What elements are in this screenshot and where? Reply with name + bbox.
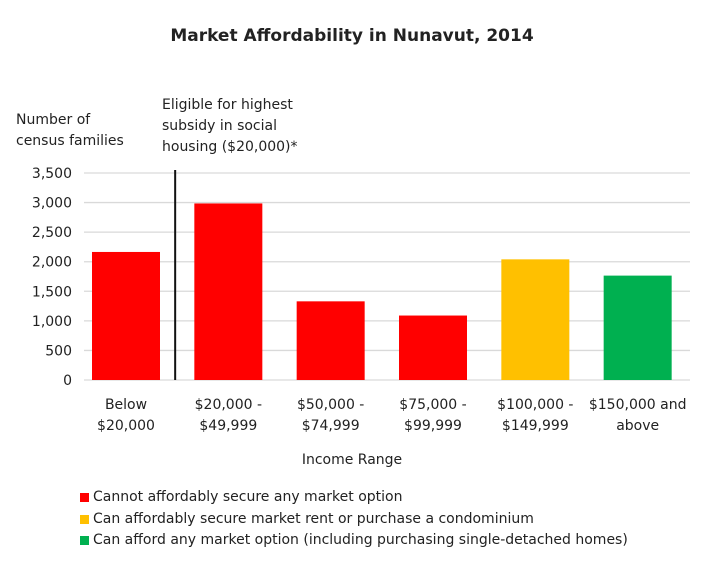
legend: Cannot affordably secure any market opti… <box>80 487 628 552</box>
legend-item-rent-or-condo: Can affordably secure market rent or pur… <box>80 509 628 531</box>
legend-swatch-yellow <box>80 514 89 524</box>
x-tick-label: $74,999 <box>302 418 360 434</box>
y-tick-label: 2,000 <box>32 255 72 271</box>
legend-item-cannot-afford: Cannot affordably secure any market opti… <box>80 487 628 509</box>
x-tick-label: $50,000 - <box>297 397 364 413</box>
y-tick-label: 3,500 <box>32 166 72 182</box>
bar <box>92 251 160 380</box>
bar <box>501 259 570 380</box>
annotation-line: housing ($20,000)* <box>162 139 298 155</box>
x-tick-label: $75,000 - <box>399 397 466 413</box>
chart-title: Market Affordability in Nunavut, 2014 <box>170 26 534 46</box>
x-tick-label: $49,999 <box>199 418 257 434</box>
y-tick-label: 0 <box>63 373 72 389</box>
x-tick-label: above <box>616 418 659 434</box>
x-axis-title: Income Range <box>301 452 403 468</box>
subsidy-annotation: Eligible for highest subsidy in social h… <box>162 95 332 158</box>
x-tick-label: Below <box>105 397 147 413</box>
y-axis-label-line-1: Number of <box>16 112 91 128</box>
legend-label: Can affordably secure market rent or pur… <box>93 510 534 527</box>
annotation-line: subsidy in social <box>162 118 277 134</box>
legend-swatch-green <box>80 536 89 546</box>
y-tick-label: 500 <box>45 343 72 359</box>
bar <box>603 275 672 380</box>
legend-label: Cannot affordably secure any market opti… <box>93 489 403 505</box>
legend-swatch-red <box>80 493 89 503</box>
y-axis-label: Number of census families <box>16 110 156 152</box>
y-tick-label: 3,000 <box>32 196 72 212</box>
legend-label: Can afford any market option (including … <box>93 532 628 548</box>
y-tick-label: 1,000 <box>32 314 72 330</box>
y-tick-label: 1,500 <box>32 284 72 300</box>
annotation-line: Eligible for highest <box>162 97 293 113</box>
legend-item-any-option: Can afford any market option (including … <box>80 530 628 552</box>
bar <box>296 301 365 380</box>
x-tick-label: $149,999 <box>502 418 569 434</box>
x-tick-label: $20,000 - <box>195 397 262 413</box>
x-tick-label: $150,000 and <box>589 397 687 413</box>
x-tick-label: $20,000 <box>97 418 155 434</box>
bar <box>194 203 263 380</box>
y-tick-label: 2,500 <box>32 225 72 241</box>
y-axis-label-line-2: census families <box>16 133 124 149</box>
bar <box>399 315 467 380</box>
x-tick-label: $100,000 - <box>497 397 573 413</box>
x-tick-label: $99,999 <box>404 418 462 434</box>
